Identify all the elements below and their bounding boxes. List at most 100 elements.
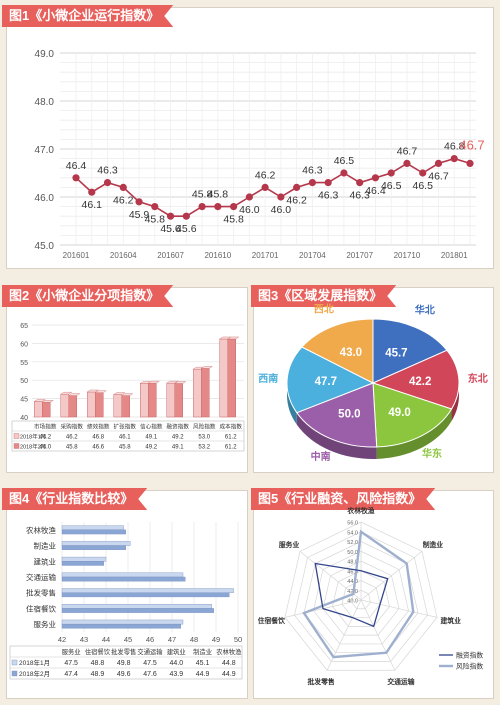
y-tick-label: 55 (20, 360, 28, 367)
table-cell: 46.8 (92, 435, 104, 441)
x-tick-label: 42 (58, 635, 66, 644)
table-cell: 46.1 (119, 435, 131, 441)
category-label: 采购指数 (61, 423, 84, 431)
slice-value: 47.7 (315, 376, 337, 388)
y-tick-label: 45.0 (35, 241, 55, 252)
table-cell: 47.5 (143, 660, 157, 667)
table-cell: 44.9 (222, 671, 236, 678)
r-tick-label: 54.0 (347, 530, 358, 536)
bar-top (147, 380, 160, 384)
bar (61, 561, 104, 566)
slice-label: 中南 (311, 450, 331, 463)
table-cell: 49.8 (117, 660, 131, 667)
radar-category-label: 制造业 (423, 540, 444, 549)
figure2-title: 图2《小微企业分项指数》 (2, 285, 173, 307)
radar-series (302, 529, 415, 659)
data-label: 45.8 (145, 214, 166, 226)
table-cell: 49.6 (117, 671, 131, 678)
table-cell: 61.2 (225, 445, 237, 451)
data-label: 46.5 (334, 155, 355, 167)
table-cell: 48.9 (91, 671, 105, 678)
figure1-title: 图1《小微企业运行指数》 (2, 5, 173, 27)
data-point (182, 212, 190, 220)
legend-swatch (13, 433, 20, 439)
bar-top (68, 393, 81, 396)
bar (60, 393, 69, 418)
table-header: 交通运输 (137, 647, 163, 656)
data-point (277, 193, 285, 201)
figure4-title: 图4《行业指数比较》 (2, 488, 147, 510)
data-label: 46.5 (381, 180, 402, 192)
data-table (11, 420, 245, 452)
bar (219, 338, 228, 418)
radar-spoke (360, 599, 438, 618)
x-tick-label: 44 (102, 635, 110, 644)
data-label: 45.9 (129, 209, 150, 221)
data-point (403, 159, 411, 167)
data-label: 46.8 (444, 141, 465, 153)
bar (61, 572, 184, 578)
data-point (340, 169, 348, 177)
x-tick-label: 47 (168, 635, 176, 644)
data-point (324, 179, 332, 187)
slice-value: 43.0 (340, 347, 362, 359)
data-label: 46.3 (318, 190, 339, 202)
data-point (230, 203, 238, 211)
x-tick-label: 50 (234, 635, 242, 644)
data-point (308, 179, 316, 187)
bar (61, 604, 212, 609)
slice-label: 西北 (314, 302, 334, 315)
data-label: 46.0 (239, 204, 260, 216)
radar-grid (332, 570, 390, 627)
radar-spoke (299, 551, 362, 601)
table-cell: 46.6 (92, 445, 104, 451)
y-tick-label: 60 (20, 341, 28, 348)
category-label: 批发零售 (26, 588, 56, 598)
y-tick-label: 49.0 (35, 49, 55, 60)
bar-top (174, 381, 187, 384)
legend-label: 融资指数 (456, 651, 483, 660)
bar (140, 383, 149, 418)
bar (61, 525, 124, 531)
legend-label: 2018年2月 (19, 669, 50, 678)
category-label: 住宿餐饮 (26, 603, 56, 613)
data-point (88, 188, 96, 196)
legend-label: 2018年1月 (19, 658, 50, 667)
slice-label: 东北 (468, 372, 488, 385)
data-point (371, 174, 380, 182)
x-tick-label: 201707 (346, 251, 373, 260)
bar (61, 592, 230, 598)
bar (61, 588, 234, 593)
radar-spoke (360, 551, 423, 601)
radar-grid (322, 560, 400, 636)
bar (95, 392, 104, 418)
table-cell: 44.8 (222, 660, 236, 667)
sub-index-bar-chart: 40 45 50 55 60 65 市场指数 44.2 44.0 采购指数 46.2 45.8 绩效指数… (11, 323, 245, 452)
slice-side (376, 409, 452, 459)
pie-slice (372, 382, 453, 448)
r-tick-label: 46.0 (347, 569, 358, 575)
data-label: 46.3 (302, 165, 323, 177)
data-point (72, 174, 80, 182)
category-label: 融资指数 (167, 423, 190, 431)
data-label: 45.6 (176, 223, 197, 235)
table-cell: 45.8 (66, 445, 78, 451)
data-label: 46.0 (271, 204, 292, 216)
y-tick-label: 47.0 (35, 145, 55, 156)
data-point (419, 169, 427, 177)
data-label: 46.4 (365, 185, 386, 197)
figure5-title: 图5《行业融资、风险指数》 (251, 488, 435, 510)
data-point (214, 203, 222, 211)
y-tick-label: 45 (20, 397, 28, 404)
radar-category-label: 服务业 (279, 540, 300, 549)
x-tick-label: 201607 (157, 251, 184, 260)
category-label: 建筑业 (34, 556, 57, 566)
bar-top (227, 336, 240, 340)
table-header: 批发零售 (111, 647, 136, 656)
y-tick-label: 48.0 (35, 97, 55, 108)
data-point (166, 212, 175, 220)
category-label: 市场指数 (34, 423, 57, 431)
table-header: 住宿餐饮 (85, 647, 111, 656)
category-label: 成本指数 (220, 423, 243, 431)
table-header: 农林牧渔 (216, 647, 241, 656)
